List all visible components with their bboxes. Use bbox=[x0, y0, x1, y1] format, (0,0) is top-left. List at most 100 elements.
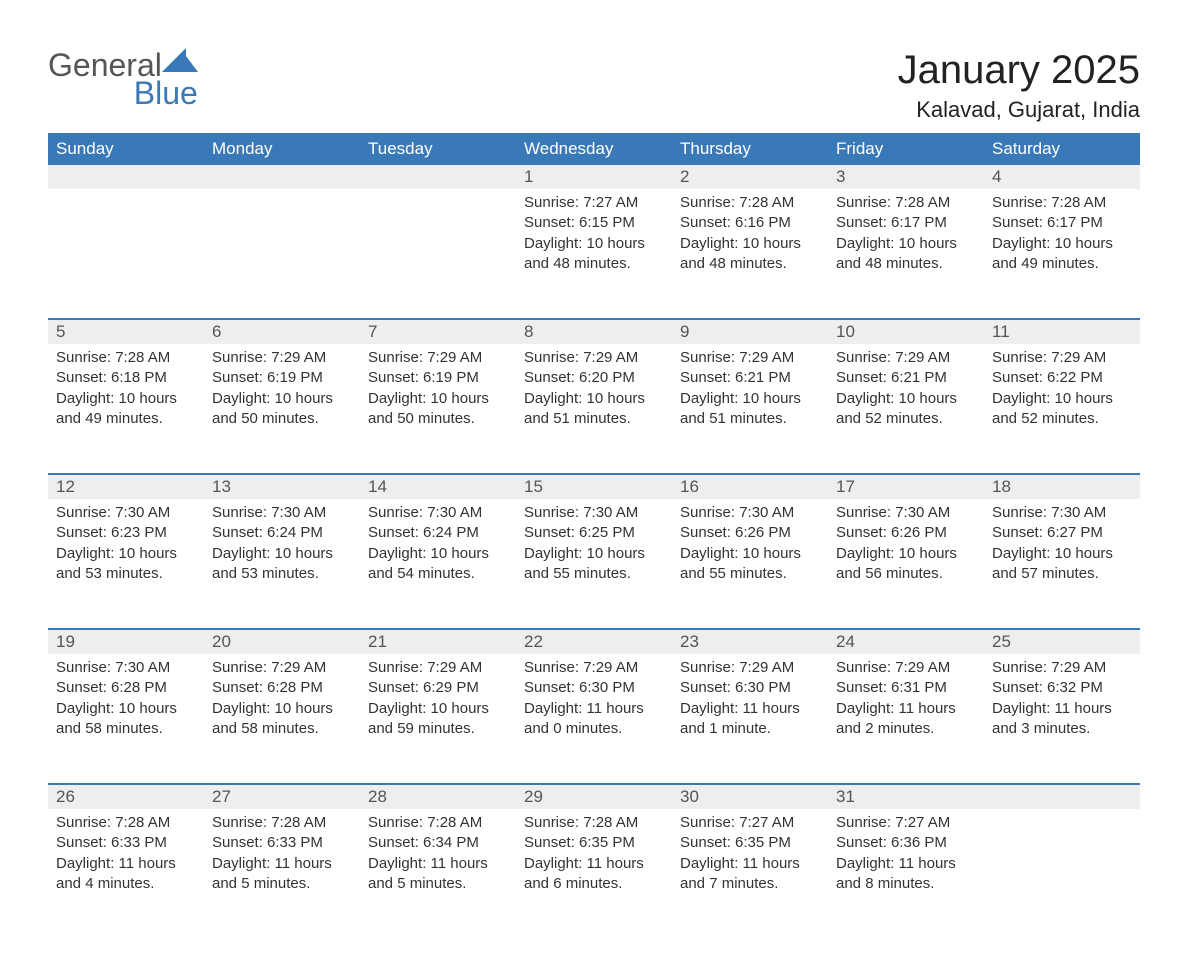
day-number-cell: 25 bbox=[984, 629, 1140, 654]
day-cell: Sunrise: 7:30 AMSunset: 6:26 PMDaylight:… bbox=[672, 499, 828, 629]
sunrise-text: Sunrise: 7:27 AM bbox=[524, 193, 664, 213]
brand-text: General Blue bbox=[48, 48, 198, 109]
day-cell: Sunrise: 7:30 AMSunset: 6:25 PMDaylight:… bbox=[516, 499, 672, 629]
day-number-cell: 6 bbox=[204, 319, 360, 344]
day-number-row: 1234 bbox=[48, 165, 1140, 189]
page-subtitle: Kalavad, Gujarat, India bbox=[898, 97, 1140, 123]
daylight-text: Daylight: 10 hours and 50 minutes. bbox=[368, 389, 508, 430]
day-number-cell: 21 bbox=[360, 629, 516, 654]
day-number-cell: 24 bbox=[828, 629, 984, 654]
sunrise-text: Sunrise: 7:30 AM bbox=[56, 658, 196, 678]
day-number-cell: 18 bbox=[984, 474, 1140, 499]
sunrise-text: Sunrise: 7:29 AM bbox=[992, 658, 1132, 678]
day-cell bbox=[360, 189, 516, 319]
day-number-cell: 4 bbox=[984, 165, 1140, 189]
daylight-text: Daylight: 10 hours and 50 minutes. bbox=[212, 389, 352, 430]
sunset-text: Sunset: 6:15 PM bbox=[524, 213, 664, 233]
sunset-text: Sunset: 6:21 PM bbox=[680, 368, 820, 388]
sunrise-text: Sunrise: 7:29 AM bbox=[524, 658, 664, 678]
daylight-text: Daylight: 10 hours and 53 minutes. bbox=[212, 544, 352, 585]
weekday-header: Monday bbox=[204, 133, 360, 165]
sunset-text: Sunset: 6:24 PM bbox=[368, 523, 508, 543]
day-cell-body: Sunrise: 7:30 AMSunset: 6:24 PMDaylight:… bbox=[360, 499, 516, 594]
sunrise-text: Sunrise: 7:29 AM bbox=[524, 348, 664, 368]
day-number-cell bbox=[204, 165, 360, 189]
daylight-text: Daylight: 11 hours and 4 minutes. bbox=[56, 854, 196, 895]
sunset-text: Sunset: 6:17 PM bbox=[836, 213, 976, 233]
day-content-row: Sunrise: 7:30 AM Sunset: 6:28 PM Daylight:… bbox=[48, 654, 1140, 784]
day-cell-body: Sunrise: 7:29 AMSunset: 6:30 PMDaylight:… bbox=[672, 654, 828, 749]
sunrise-text: Sunrise: 7:28 AM bbox=[56, 348, 196, 368]
daylight-text: Daylight: 10 hours and 49 minutes. bbox=[56, 389, 196, 430]
sunset-text: Sunset: 6:25 PM bbox=[524, 523, 664, 543]
day-number-cell: 9 bbox=[672, 319, 828, 344]
day-cell: Sunrise: 7:30 AMSunset: 6:26 PMDaylight:… bbox=[828, 499, 984, 629]
day-number-row: 262728293031 bbox=[48, 784, 1140, 809]
sunrise-text: Sunrise: 7:29 AM bbox=[368, 348, 508, 368]
sunset-text: Sunset: 6:28 PM bbox=[212, 678, 352, 698]
sunset-text: Sunset: 6:35 PM bbox=[524, 833, 664, 853]
day-cell: Sunrise: 7:29 AMSunset: 6:28 PMDaylight:… bbox=[204, 654, 360, 784]
daylight-text: Daylight: 11 hours and 2 minutes. bbox=[836, 699, 976, 740]
day-number-cell: 3 bbox=[828, 165, 984, 189]
daylight-text: Daylight: 10 hours and 52 minutes. bbox=[836, 389, 976, 430]
day-cell-body: Sunrise: 7:30 AMSunset: 6:26 PMDaylight:… bbox=[672, 499, 828, 594]
day-number-cell: 2 bbox=[672, 165, 828, 189]
sunrise-text: Sunrise: 7:30 AM bbox=[992, 503, 1132, 523]
day-number-cell: 31 bbox=[828, 784, 984, 809]
day-cell: Sunrise: 7:29 AMSunset: 6:30 PMDaylight:… bbox=[672, 654, 828, 784]
daylight-text: Daylight: 10 hours and 48 minutes. bbox=[524, 234, 664, 275]
day-cell-body: Sunrise: 7:29 AMSunset: 6:28 PMDaylight:… bbox=[204, 654, 360, 749]
daylight-text: Daylight: 11 hours and 6 minutes. bbox=[524, 854, 664, 895]
day-content-row: Sunrise: 7:27 AMSunset: 6:15 PMDaylight:… bbox=[48, 189, 1140, 319]
sunset-text: Sunset: 6:17 PM bbox=[992, 213, 1132, 233]
sunrise-text: Sunrise: 7:29 AM bbox=[836, 658, 976, 678]
calendar-page: General Blue January 2025 Kalavad, Gujar… bbox=[0, 0, 1188, 979]
day-cell-body: Sunrise: 7:29 AMSunset: 6:19 PMDaylight:… bbox=[204, 344, 360, 439]
day-cell: Sunrise: 7:28 AMSunset: 6:35 PMDaylight:… bbox=[516, 809, 672, 939]
day-cell-body: Sunrise: 7:29 AMSunset: 6:20 PMDaylight:… bbox=[516, 344, 672, 439]
day-cell-body: Sunrise: 7:27 AMSunset: 6:35 PMDaylight:… bbox=[672, 809, 828, 904]
sunrise-text: Sunrise: 7:29 AM bbox=[680, 348, 820, 368]
daylight-text: Daylight: 10 hours and 48 minutes. bbox=[680, 234, 820, 275]
daylight-text: Daylight: 10 hours and 51 minutes. bbox=[680, 389, 820, 430]
day-cell-body: Sunrise: 7:29 AMSunset: 6:31 PMDaylight:… bbox=[828, 654, 984, 749]
weekday-header: Wednesday bbox=[516, 133, 672, 165]
sunrise-text: Sunrise: 7:29 AM bbox=[212, 658, 352, 678]
daylight-text: Daylight: 10 hours and 55 minutes. bbox=[524, 544, 664, 585]
day-content-row: Sunrise: 7:28 AMSunset: 6:18 PMDaylight:… bbox=[48, 344, 1140, 474]
day-cell: Sunrise: 7:29 AMSunset: 6:32 PMDaylight:… bbox=[984, 654, 1140, 784]
day-number-cell: 11 bbox=[984, 319, 1140, 344]
sunrise-text: Sunrise: 7:30 AM bbox=[212, 503, 352, 523]
day-cell: Sunrise: 7:30 AMSunset: 6:27 PMDaylight:… bbox=[984, 499, 1140, 629]
day-cell-body: Sunrise: 7:29 AMSunset: 6:32 PMDaylight:… bbox=[984, 654, 1140, 749]
day-cell-body: Sunrise: 7:30 AMSunset: 6:28 PMDaylight:… bbox=[48, 654, 204, 749]
sunrise-text: Sunrise: 7:29 AM bbox=[368, 658, 508, 678]
sunset-text: Sunset: 6:30 PM bbox=[524, 678, 664, 698]
sunrise-text: Sunrise: 7:28 AM bbox=[368, 813, 508, 833]
day-cell-body: Sunrise: 7:29 AMSunset: 6:19 PMDaylight:… bbox=[360, 344, 516, 439]
day-number-cell: 1 bbox=[516, 165, 672, 189]
day-number-cell: 30 bbox=[672, 784, 828, 809]
sunrise-text: Sunrise: 7:30 AM bbox=[56, 503, 196, 523]
day-number-cell: 19 bbox=[48, 629, 204, 654]
day-cell bbox=[204, 189, 360, 319]
day-cell: Sunrise: 7:28 AMSunset: 6:33 PMDaylight:… bbox=[204, 809, 360, 939]
day-cell bbox=[984, 809, 1140, 939]
sunset-text: Sunset: 6:24 PM bbox=[212, 523, 352, 543]
sunset-text: Sunset: 6:20 PM bbox=[524, 368, 664, 388]
day-cell: Sunrise: 7:29 AMSunset: 6:31 PMDaylight:… bbox=[828, 654, 984, 784]
sunset-text: Sunset: 6:34 PM bbox=[368, 833, 508, 853]
daylight-text: Daylight: 10 hours and 52 minutes. bbox=[992, 389, 1132, 430]
sunrise-text: Sunrise: 7:28 AM bbox=[56, 813, 196, 833]
day-cell: Sunrise: 7:28 AMSunset: 6:33 PMDaylight:… bbox=[48, 809, 204, 939]
day-cell: Sunrise: 7:29 AMSunset: 6:22 PMDaylight:… bbox=[984, 344, 1140, 474]
sunrise-text: Sunrise: 7:28 AM bbox=[992, 193, 1132, 213]
day-cell-body: Sunrise: 7:28 AMSunset: 6:17 PMDaylight:… bbox=[828, 189, 984, 284]
daylight-text: Daylight: 10 hours and 51 minutes. bbox=[524, 389, 664, 430]
weekday-header-row: Sunday Monday Tuesday Wednesday Thursday… bbox=[48, 133, 1140, 165]
day-number-cell: 14 bbox=[360, 474, 516, 499]
daylight-text: Daylight: 10 hours and 56 minutes. bbox=[836, 544, 976, 585]
day-number-cell: 23 bbox=[672, 629, 828, 654]
weekday-header: Saturday bbox=[984, 133, 1140, 165]
